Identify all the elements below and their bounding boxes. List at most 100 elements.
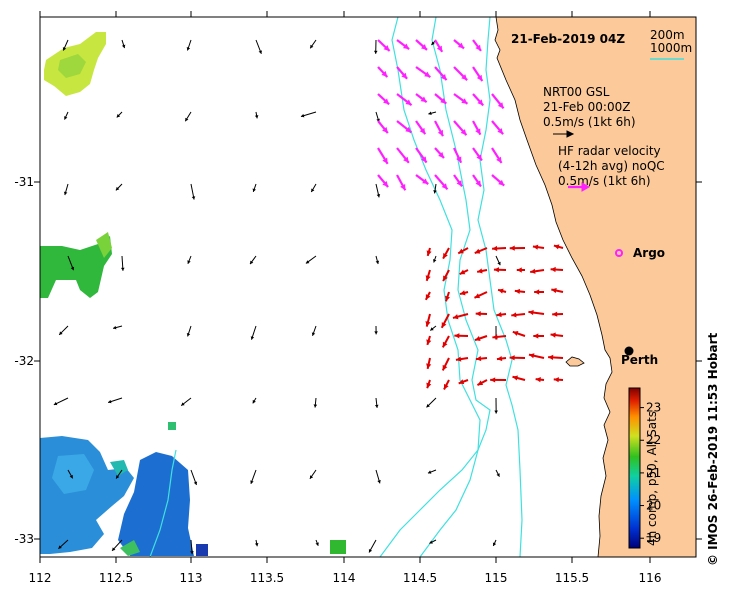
hf-radar-arrow (472, 147, 483, 162)
gsl-current-arrow (252, 397, 257, 404)
gsl-current-arrow (58, 539, 69, 550)
hf-radar-arrow (534, 289, 545, 295)
hf-radar-arrow (415, 93, 428, 104)
gsl-current-arrow (64, 111, 69, 120)
hf-radar-arrow (434, 66, 448, 81)
gsl-current-arrow (187, 255, 192, 264)
lon-tick-label: 112 (29, 571, 52, 585)
gsl-current-arrow (180, 397, 192, 406)
hf-radar-arrow (424, 291, 431, 301)
hf-legend-subtitle: (4-12h avg) noQC (558, 159, 665, 173)
hf-radar-arrow (472, 93, 484, 107)
hf-radar-arrow (474, 291, 488, 299)
map-title: 21-Feb-2019 04Z (511, 32, 625, 46)
hf-radar-arrow (511, 312, 526, 318)
hf-radar-arrow (453, 147, 463, 164)
hf-radar-arrow (474, 247, 488, 255)
hf-radar-arrow (426, 357, 432, 370)
hf-radar-arrow (496, 312, 507, 318)
gsl-current-arrow (310, 183, 317, 193)
gsl-current-arrow (250, 469, 257, 484)
hf-radar-arrow (434, 174, 449, 191)
lon-tick-label: 112.5 (99, 571, 133, 585)
lon-tick-label: 115 (485, 571, 508, 585)
gsl-current-arrow (186, 39, 192, 51)
gsl-current-arrow (184, 111, 192, 122)
lat-axis-labels: -31 -32 -33 (14, 175, 34, 546)
hf-radar-arrow (491, 174, 505, 187)
argo-label: Argo (633, 246, 665, 260)
argo-marker: Argo (615, 246, 665, 260)
hf-radar-arrow (442, 269, 450, 282)
gsl-current-arrow (494, 397, 498, 414)
island (565, 356, 585, 367)
gsl-current-arrow (309, 469, 317, 480)
bathymetry-label-1000m: 1000m (650, 41, 692, 55)
hf-radar-arrow (453, 93, 469, 105)
gsl-current-arrow (300, 111, 317, 118)
hf-radar-arrow (396, 120, 413, 134)
hf-radar-arrow (434, 147, 445, 159)
gsl-current-arrow (63, 183, 69, 196)
gsl-current-arrow (432, 255, 437, 263)
hf-radar-arrow (415, 147, 428, 164)
gsl-current-arrow (311, 325, 317, 336)
hf-radar-arrow (377, 120, 389, 134)
gsl-current-arrow (58, 325, 69, 336)
lon-tick-label: 114.5 (403, 571, 437, 585)
hf-radar-arrow (415, 39, 428, 51)
hf-radar-arrow (425, 313, 431, 327)
gsl-current-arrow (62, 39, 69, 51)
hf-radar-arrow (512, 375, 526, 381)
hf-radar-arrow (434, 120, 444, 137)
colorbar-tick-label: 21 (646, 466, 661, 480)
gsl-current-arrow (433, 183, 437, 194)
hf-radar-arrow (455, 356, 469, 362)
hf-radar-arrow (530, 268, 545, 274)
gsl-current-arrow (375, 255, 380, 265)
lon-tick-label: 115.5 (555, 571, 589, 585)
hf-radar-arrow (491, 120, 504, 135)
hf-radar-arrow (452, 313, 469, 320)
hf-radar-arrow (492, 334, 507, 340)
hf-radar-arrow (396, 39, 410, 50)
lon-axis-labels: 112 112.5 113 113.5 114 114.5 115 115.5 … (29, 571, 662, 585)
gsl-current-arrow (190, 469, 198, 486)
hf-radar-arrow (535, 377, 545, 383)
gsl-current-arrow (111, 539, 123, 552)
gsl-current-arrow (255, 39, 262, 54)
hf-radar-arrow (476, 379, 488, 386)
hf-radar-arrow (553, 377, 564, 383)
hf-radar-arrow (472, 39, 482, 52)
hf-radar-arrow (548, 354, 564, 360)
hf-radar-arrow (396, 147, 410, 164)
hf-radar-arrow (533, 333, 545, 339)
hf-radar-arrow (553, 244, 564, 250)
gsl-current-arrow (492, 539, 497, 547)
lat-tick-label: -33 (14, 532, 34, 546)
gsl-current-arrow (252, 183, 257, 193)
gsl-legend-title: NRT00 GSL (543, 85, 610, 99)
gsl-legend-arrow (553, 130, 575, 138)
gsl-current-arrow (495, 469, 500, 477)
hf-radar-arrow (492, 245, 507, 252)
perth-label: Perth (621, 353, 658, 367)
hf-radar-arrow (441, 357, 450, 371)
gsl-current-arrow (305, 255, 317, 264)
hf-legend-arrow (568, 182, 591, 192)
gsl-legend-date: 21-Feb 00:00Z (543, 100, 630, 114)
hf-radar-arrow (459, 290, 469, 296)
gsl-current-arrow (309, 39, 317, 49)
gsl-current-arrow (368, 539, 377, 553)
hf-radar-arrow (445, 291, 450, 302)
credit-text: © IMOS 26-Feb-2019 11:53 Hobart (706, 332, 720, 566)
lon-tick-label: 113 (180, 571, 203, 585)
hf-radar-arrow (509, 245, 526, 251)
hf-radar-arrow (509, 355, 526, 361)
gsl-current-arrow (53, 397, 69, 406)
sst-colorbar: 23 22 21 20 19 4h comp, p50, All Sats (628, 387, 661, 549)
gsl-current-arrow (116, 111, 123, 118)
hf-radar-arrow (377, 93, 390, 106)
hf-radar-arrow (532, 244, 545, 250)
gsl-current-arrow (67, 469, 74, 479)
